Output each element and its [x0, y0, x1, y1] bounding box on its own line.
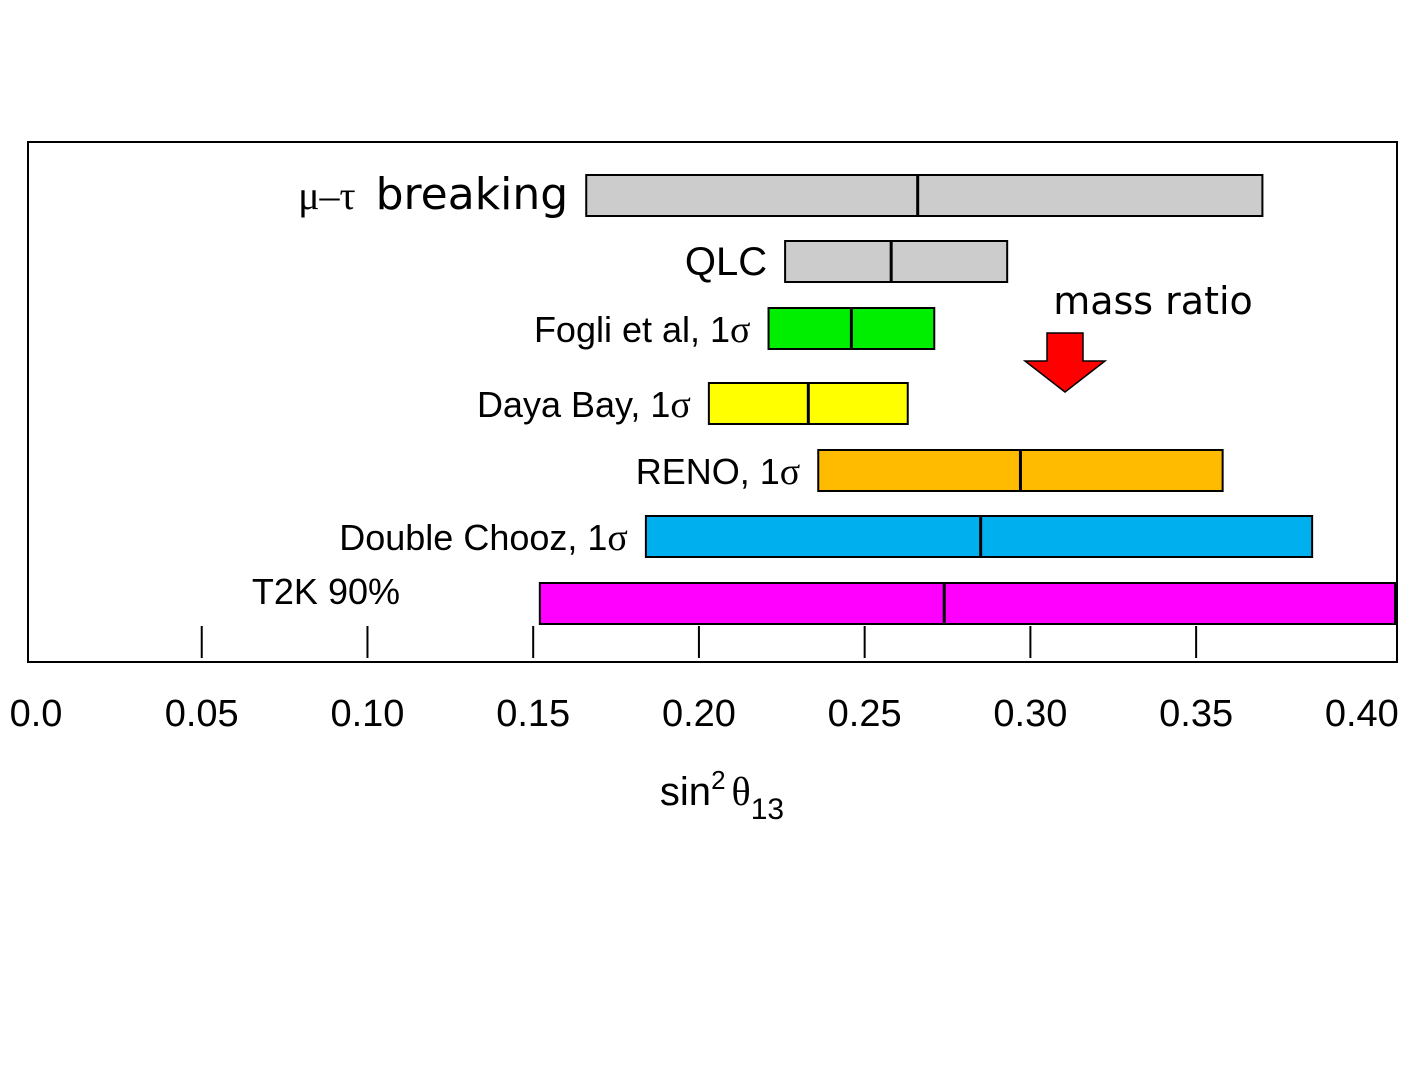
label-breaking: μ–τ breaking	[298, 169, 568, 220]
label-reno-1: RENO, 1σ	[636, 451, 801, 493]
label-daya-bay-1: Daya Bay, 1σ	[477, 384, 691, 426]
tick-label-0.0: 0.0	[10, 693, 63, 735]
tick-label-0.05: 0.05	[165, 693, 239, 735]
tick-label-0.10: 0.10	[330, 693, 404, 735]
tick-label-0.15: 0.15	[496, 693, 570, 735]
series-labels-group: μ–τ breaking QLC Fogli et al, 1σ Daya Bay, 1…	[252, 169, 800, 612]
bar-breaking	[585, 174, 1264, 217]
tick-label-0.35: 0.35	[1159, 693, 1233, 735]
label-double-chooz-1: Double Chooz, 1σ	[339, 517, 628, 559]
label-qlc: QLC	[685, 240, 767, 284]
x-axis-label: sin2 θ13	[660, 765, 784, 826]
tick-label-0.20: 0.20	[662, 693, 736, 735]
tick-label-0.40: 0.40	[1325, 693, 1399, 735]
ticks-group	[200, 626, 1198, 658]
label-fogli-et-al-1: Fogli et al, 1σ	[534, 309, 751, 351]
tick-label-0.25: 0.25	[828, 693, 902, 735]
annotation-mass-ratio: mass ratio	[1053, 279, 1253, 323]
annotation-arrow	[1022, 332, 1108, 393]
tick-labels-group: 0.0 0.05 0.10 0.15 0.20 0.25 0.30 0.35 0.40	[10, 693, 1399, 735]
annotation-group: mass ratio	[1022, 279, 1253, 393]
label-t2k-90: T2K 90%	[252, 571, 400, 612]
bars-group	[538, 174, 1396, 625]
bar-double-chooz-1	[644, 515, 1314, 558]
plot-frame	[27, 141, 1398, 663]
bar-t2k-90	[538, 582, 1396, 625]
bar-qlc	[784, 240, 1009, 283]
tick-label-0.30: 0.30	[993, 693, 1067, 735]
